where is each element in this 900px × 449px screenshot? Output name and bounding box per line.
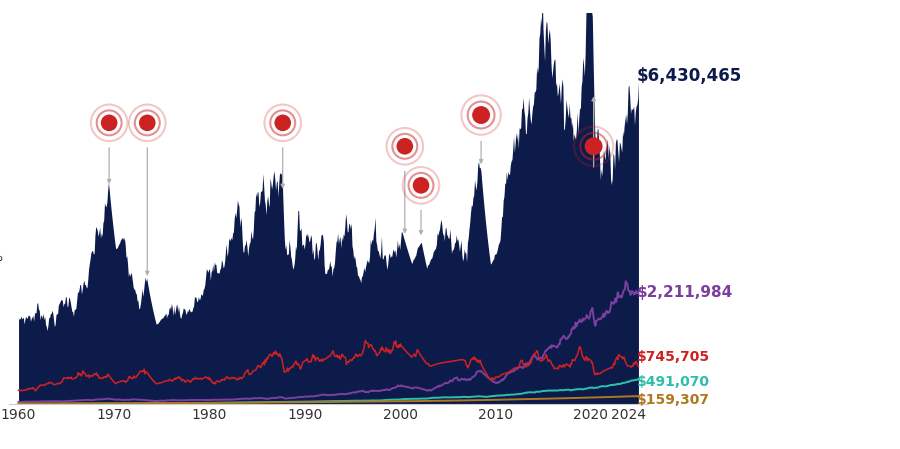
Ellipse shape [413,177,429,194]
Text: Market Drops of more than 30%: Market Drops of more than 30% [0,251,4,264]
Text: $745,705: $745,705 [636,350,710,365]
Ellipse shape [472,106,490,124]
Text: $2,211,984: $2,211,984 [636,285,733,300]
Ellipse shape [101,114,117,131]
Text: $159,307: $159,307 [636,393,709,407]
Ellipse shape [397,138,413,154]
Ellipse shape [274,114,291,131]
Text: $491,070: $491,070 [636,375,709,389]
Ellipse shape [139,114,156,131]
Text: $6,430,465: $6,430,465 [636,66,742,84]
Ellipse shape [585,137,603,155]
